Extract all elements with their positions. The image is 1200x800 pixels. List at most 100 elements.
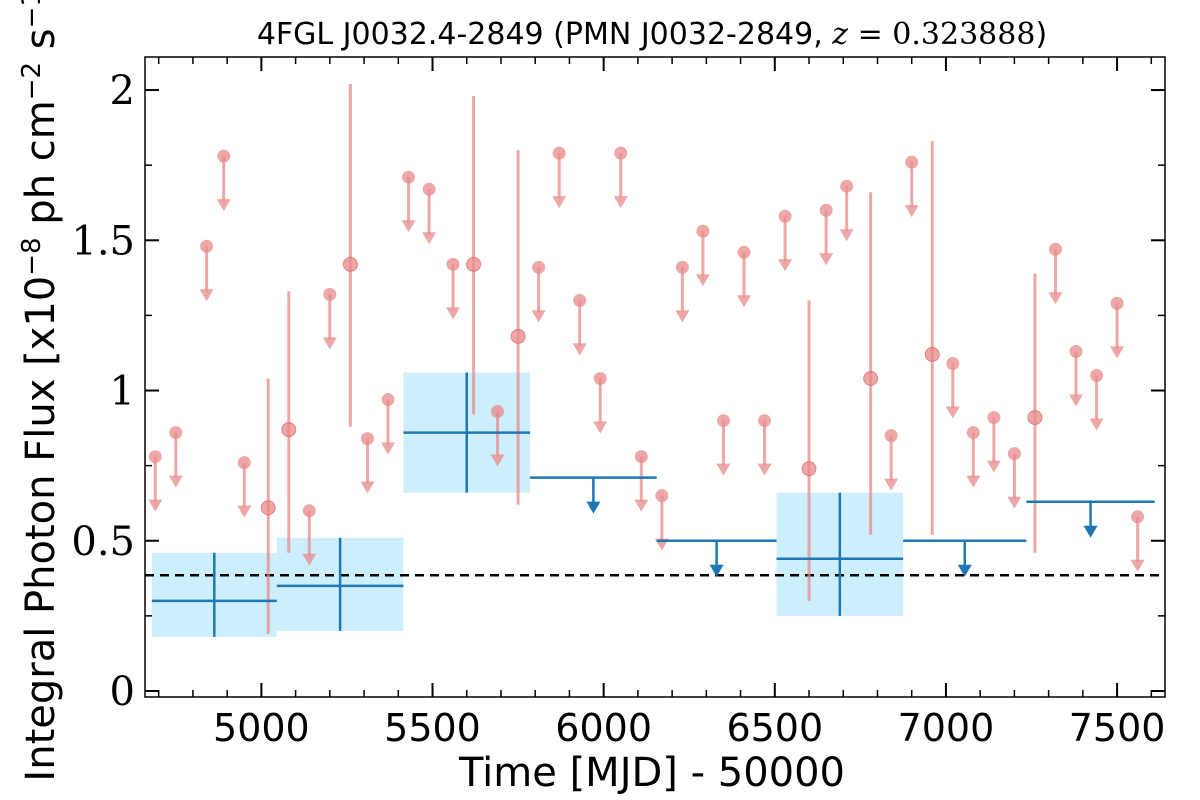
y-tick-label: 2 <box>110 68 135 114</box>
short-bin-upper-limit-arrowhead <box>716 463 731 476</box>
short-bin-upper-limit-arrowhead <box>148 499 163 512</box>
short-bin-upper-limit-point <box>675 260 689 274</box>
y-tick-label: 0.5 <box>71 519 135 565</box>
short-bin-upper-limit-arrowhead <box>1110 346 1125 359</box>
short-bin-upper-limit-arrowhead <box>675 310 690 323</box>
short-bin-upper-limit-arrowhead <box>322 337 337 350</box>
short-bin-upper-limit-point <box>237 456 251 470</box>
short-bin-upper-limit-point <box>360 432 374 446</box>
short-bin-upper-limit-point <box>1007 447 1021 461</box>
short-bin-upper-limit-point <box>905 155 919 169</box>
x-tick-label: 5500 <box>384 706 481 750</box>
short-bin-upper-limit-arrowhead <box>839 229 854 242</box>
short-bin-upper-limit-arrowhead <box>736 295 751 308</box>
short-bin-upper-limit-arrowhead <box>593 421 608 434</box>
short-bin-upper-limit-arrowhead <box>552 196 567 209</box>
short-bin-upper-limit-arrowhead <box>757 463 772 476</box>
long-bin-upper-limit-arrowhead <box>709 564 724 577</box>
short-bin-upper-limit-arrowhead <box>884 478 899 491</box>
short-bin-upper-limit-point <box>593 372 607 386</box>
short-bin-upper-limit-point <box>1069 344 1083 358</box>
x-tick-label: 6500 <box>726 706 823 750</box>
long-bin-upper-limit-arrowhead <box>586 501 601 514</box>
x-tick-label: 7500 <box>1069 706 1166 750</box>
short-bin-upper-limit-arrowhead <box>613 196 628 209</box>
short-bin-detection-point <box>924 346 940 362</box>
short-bin-upper-limit-point <box>655 489 669 503</box>
short-bin-upper-limit-arrowhead <box>966 475 981 488</box>
y-tick-label: 1.5 <box>71 218 135 264</box>
short-bin-upper-limit-point <box>200 239 214 253</box>
short-bin-upper-limit-arrowhead <box>168 475 183 488</box>
short-bin-upper-limit-point <box>1048 242 1062 256</box>
short-bin-upper-limit-point <box>946 356 960 370</box>
plot-area: 5000 5500 6000 6500 7000 7500 0 0.5 1 1.5 2 <box>71 56 1166 750</box>
short-bin-upper-limit-point <box>323 287 337 301</box>
short-bin-upper-limit-point <box>302 504 316 518</box>
short-bin-upper-limit-point <box>1110 296 1124 310</box>
short-bin-detection-point <box>281 422 297 438</box>
short-bin-upper-limit-point <box>381 393 395 407</box>
short-bin-upper-limit-point <box>737 245 751 259</box>
short-bin-upper-limit-point <box>422 182 436 196</box>
short-bin-upper-limit-arrowhead <box>1089 418 1104 431</box>
short-bin-upper-limit-arrowhead <box>302 553 317 566</box>
short-bin-upper-limit-point <box>1131 510 1145 524</box>
short-bin-upper-limit-point <box>884 429 898 443</box>
y-axis-label: Integral Photon Flux [x10−8 ph cm−2 s−1] <box>17 0 64 782</box>
short-bin-upper-limit-point <box>148 450 162 464</box>
short-bin-upper-limit-point <box>819 203 833 217</box>
short-bin-upper-limit-point <box>840 179 854 193</box>
short-bin-upper-limit-point <box>1090 368 1104 382</box>
short-bin-upper-limit-point <box>778 209 792 223</box>
short-bin-upper-limit-point <box>634 450 648 464</box>
x-tick-label: 6000 <box>555 706 652 750</box>
plot-frame <box>144 56 1166 698</box>
short-bin-upper-limit-point <box>532 260 546 274</box>
short-bin-upper-limit-arrowhead <box>199 289 214 302</box>
short-bin-upper-limit-point <box>966 426 980 440</box>
short-bin-upper-limit-arrowhead <box>490 454 505 467</box>
short-bin-upper-limit-arrowhead <box>572 343 587 356</box>
short-bin-upper-limit-arrowhead <box>401 220 416 233</box>
short-bin-upper-limit-arrowhead <box>634 499 649 512</box>
long-bin-upper-limit-arrowhead <box>1083 525 1098 538</box>
short-bin-upper-limit-arrowhead <box>360 481 375 494</box>
short-bin-upper-limit-arrowhead <box>446 307 461 320</box>
short-bin-upper-limit-arrowhead <box>819 253 834 266</box>
chart-title: 4FGL J0032.4-2849 (PMN J0032-2849, z = 0… <box>257 17 1047 52</box>
short-bin-upper-limit-point <box>614 146 628 160</box>
x-axis-label: Time [MJD] - 50000 <box>458 750 845 796</box>
short-bin-upper-limit-point <box>491 405 505 419</box>
short-bin-upper-limit-arrowhead <box>531 310 546 323</box>
short-bin-upper-limit-arrowhead <box>422 232 437 245</box>
short-bin-upper-limit-point <box>987 411 1001 425</box>
short-bin-upper-limit-arrowhead <box>695 274 710 287</box>
short-bin-upper-limit-arrowhead <box>986 460 1001 473</box>
short-bin-upper-limit-point <box>402 170 416 184</box>
short-bin-upper-limit-arrowhead <box>1048 292 1063 305</box>
short-bin-upper-limit-arrowhead <box>237 505 252 518</box>
short-bin-upper-limit-point <box>552 146 566 160</box>
short-bin-upper-limit-point <box>446 257 460 271</box>
short-bin-upper-limit-point <box>217 149 231 163</box>
short-bin-upper-limit-arrowhead <box>1069 394 1084 407</box>
short-bin-detection-point <box>1027 410 1043 426</box>
y-tick-label: 0 <box>110 669 135 715</box>
short-bin-upper-limit-arrowhead <box>1007 496 1022 509</box>
short-bin-upper-limit-arrowhead <box>945 406 960 419</box>
short-bin-upper-limit-arrowhead <box>381 442 396 455</box>
short-bin-upper-limit-point <box>696 224 710 238</box>
x-tick-label: 5000 <box>213 706 310 750</box>
short-bin-detection-point <box>510 328 526 344</box>
short-bin-detection-point <box>801 461 817 477</box>
short-bin-upper-limit-arrowhead <box>778 259 793 272</box>
short-bin-upper-limit-point <box>573 293 587 307</box>
short-bin-upper-limit-point <box>169 426 183 440</box>
y-tick-label: 1 <box>110 369 135 415</box>
short-bin-detection-point <box>342 256 358 272</box>
short-bin-upper-limit-point <box>758 414 772 428</box>
short-bin-detection-point <box>863 371 879 387</box>
short-bin-upper-limit-point <box>716 414 730 428</box>
